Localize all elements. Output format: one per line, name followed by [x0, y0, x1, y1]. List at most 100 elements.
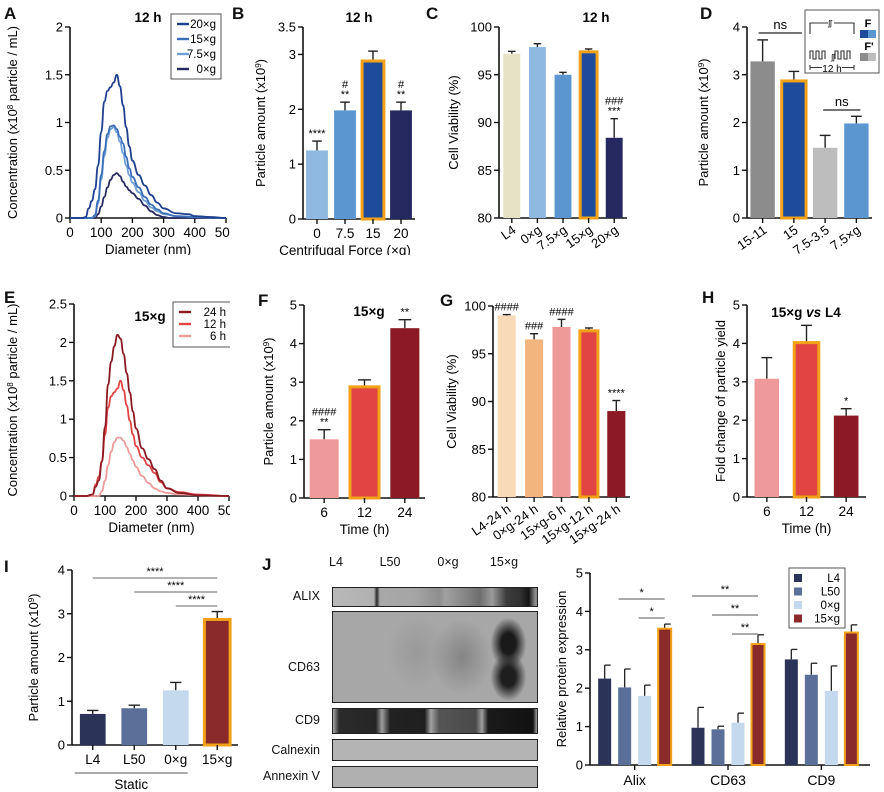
x-tick-label: 200 [125, 503, 148, 518]
significance-mark: ** [401, 307, 410, 319]
y-tick-label: 4 [733, 20, 740, 35]
y-tick-label: 2 [289, 102, 296, 117]
series-line [70, 126, 227, 219]
bar [309, 439, 339, 498]
x-tick-label: 500 [218, 503, 230, 518]
y-tick-label: 1.5 [45, 67, 63, 82]
x-tick-label: Alix [623, 772, 646, 788]
panel-label-a: A [4, 4, 17, 23]
y-tick-label: 80 [478, 211, 492, 226]
y-axis-label: Particle amount (x109) [696, 58, 711, 186]
bar [754, 378, 780, 497]
y-tick-label: 2 [60, 335, 67, 350]
y-tick-label: 95 [472, 346, 486, 361]
bar [528, 47, 546, 219]
legend-label: 0×g [820, 600, 840, 612]
bar [784, 659, 798, 765]
y-tick-label: 2 [290, 413, 297, 428]
y-tick-label: 85 [472, 442, 486, 457]
inset-label-f: F [865, 18, 872, 30]
x-tick-label: 20 [393, 226, 408, 241]
chart-d-particle-amount-flow: 0 1 2 3 4 Particle amount (x109) 15-11 157.5-3.… [696, 9, 880, 255]
x-tick-label: 500 [215, 225, 230, 240]
blot-strip-calnexin [332, 739, 538, 761]
legend-label: L4 [827, 573, 840, 585]
x-tick-label: 7.5×g [828, 222, 864, 253]
intermittent-flow-icon [809, 50, 851, 60]
x-tick-label: 7.5 [336, 226, 355, 241]
constant-flow-icon [809, 22, 855, 34]
x-tick-label: CD63 [710, 772, 746, 788]
bar [306, 150, 328, 219]
y-tick-label: 4 [576, 604, 583, 619]
significance-mark: *** [608, 106, 622, 118]
bar [554, 74, 572, 218]
x-tick-label: 100 [90, 225, 113, 240]
x-axis-label: Diameter (nm) [105, 242, 191, 255]
significance-mark: **** [146, 566, 164, 578]
y-tick-label: 1 [56, 115, 63, 130]
blot-strip-cd9 [332, 708, 538, 734]
x-tick-label: 0 [66, 225, 74, 240]
panel-label-c: C [426, 4, 439, 23]
significance-mark: # [398, 79, 405, 91]
y-tick-label: 3.5 [278, 20, 296, 35]
x-tick-label: 15 [365, 226, 380, 241]
legend-label: 6 h [210, 331, 226, 343]
legend-label: 0×g [196, 64, 216, 76]
x-tick-label: L4 [85, 752, 101, 767]
y-axis-label: Relative protein expression [554, 591, 569, 748]
bar [552, 327, 571, 497]
series-line [70, 73, 227, 219]
y-tick-label: 0 [733, 211, 740, 226]
x-tick-label: CD9 [807, 772, 835, 788]
y-tick-label: 90 [472, 394, 486, 409]
y-axis-label: Concentration (x108 particle / mL) [5, 303, 20, 496]
y-tick-label: 0 [290, 491, 297, 506]
legend-label: 15×g [814, 614, 840, 626]
blot-row-label-cd9: CD9 [294, 713, 320, 727]
x-tick-label: 20×g [588, 222, 621, 251]
x-tick-label: 0 [70, 503, 78, 518]
x-tick-label: L50 [123, 752, 146, 767]
blot-row-label-alix: ALIX [292, 589, 320, 603]
x-axis-label: Centrifugal Force (×g) [279, 243, 411, 255]
y-axis-label: Particle amount (x109) [253, 59, 268, 187]
blot-strip-alix [332, 587, 538, 607]
significance-mark: **** [188, 594, 206, 606]
x-tick-label: 200 [121, 225, 144, 240]
y-tick-label: 0.5 [45, 163, 63, 178]
y-tick-label: 1 [60, 412, 67, 427]
bar [503, 53, 521, 218]
x-tick-label: 12 [357, 505, 372, 520]
chart-i-static-vs-flow: 0 1 2 3 4 Particle amount (x109) L4 L50 0×g 15×g *… [26, 563, 238, 792]
x-axis-label: Time (h) [340, 522, 390, 537]
significance-mark: #### [549, 306, 574, 318]
panel-label-e: E [4, 288, 16, 307]
bar [497, 315, 516, 497]
y-tick-label: 5 [733, 298, 740, 313]
series-line [74, 436, 230, 497]
x-tick-label: 100 [94, 503, 117, 518]
legend-label: 24 h [204, 307, 226, 319]
chart-title: 15×g [353, 304, 384, 319]
legend-swatch [794, 574, 802, 582]
blot-lane-label: L4 [329, 555, 343, 569]
bar [638, 695, 652, 765]
y-tick-label: 1 [576, 719, 583, 734]
x-tick-label: 300 [156, 503, 179, 518]
panel-label-f: F [258, 291, 269, 310]
x-tick-label: 12 [799, 504, 814, 519]
y-tick-label: 0 [576, 758, 583, 773]
legend-swatch [794, 601, 802, 609]
y-tick-label: 3 [733, 67, 740, 82]
y-tick-label: 0.5 [49, 450, 67, 465]
chart-title: 12 h [345, 10, 372, 25]
x-tick-label: 0×g [164, 752, 187, 767]
bar [750, 61, 775, 218]
y-tick-label: 2 [733, 115, 740, 130]
bar [360, 59, 386, 221]
bar [607, 411, 626, 497]
y-tick-label: 4 [290, 336, 297, 351]
